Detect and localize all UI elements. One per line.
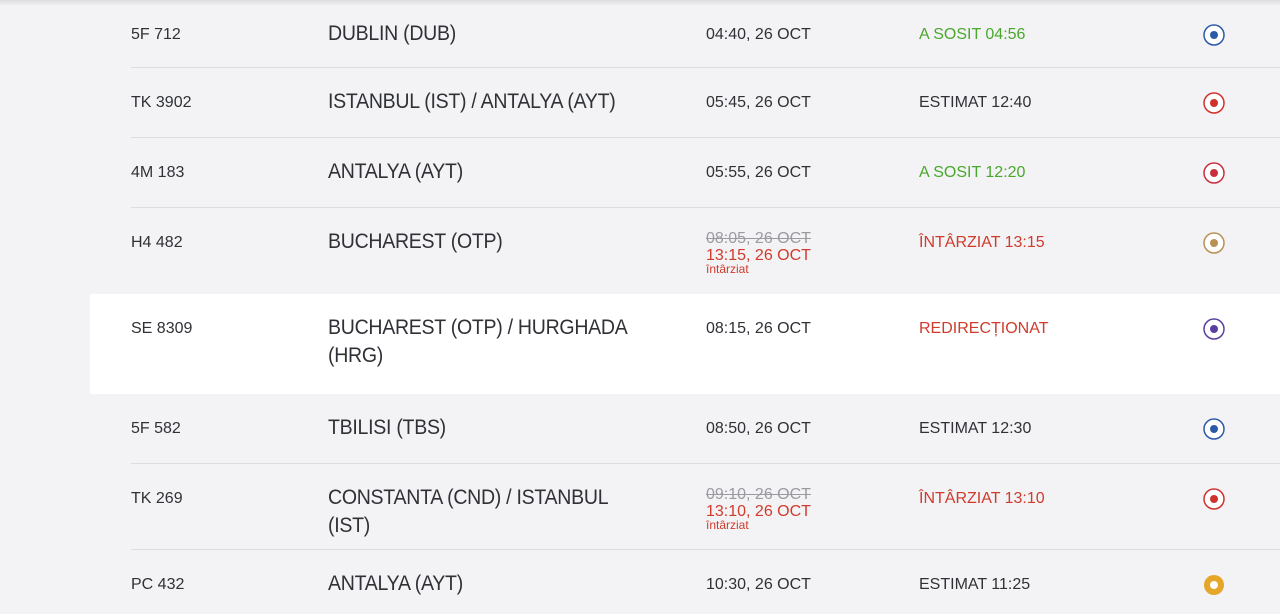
flight-row: SE 8309 BUCHAREST (OTP) / HURGHADA (HRG) 0… <box>90 294 1280 394</box>
airline-logo <box>1202 161 1226 190</box>
delay-note: întârziat <box>706 262 749 276</box>
flight-number: SE 8309 <box>131 320 193 337</box>
flight-number: 4M 183 <box>131 164 185 181</box>
flight-number: PC 432 <box>131 576 185 593</box>
logo-icon <box>1203 418 1225 440</box>
time-cell: 08:50, 26 OCT <box>706 418 811 440</box>
scheduled-time: 08:50, 26 OCT <box>706 420 811 437</box>
flight-row: TK 3902 ISTANBUL (IST) / ANTALYA (AYT) 05:… <box>0 68 1280 138</box>
scheduled-time: 08:05, 26 OCT <box>706 230 811 247</box>
destination: CONSTANTA (CND) / ISTANBUL (IST) <box>328 486 608 537</box>
logo-icon <box>1203 488 1225 510</box>
new-time: 13:10, 26 OCT <box>706 503 811 520</box>
airline-logo <box>1202 23 1226 52</box>
time-cell: 08:15, 26 OCT <box>706 318 811 340</box>
logo-icon <box>1203 92 1225 114</box>
flight-row: 5F 582 TBILISI (TBS) 08:50, 26 OCT ESTIMAT … <box>0 394 1280 464</box>
time-cell: 09:10, 26 OCT 13:10, 26 OCT întârziat <box>706 484 811 532</box>
flight-row: TK 269 CONSTANTA (CND) / ISTANBUL (IST) 09… <box>0 464 1280 550</box>
time-cell: 10:30, 26 OCT <box>706 574 811 596</box>
flight-number: H4 482 <box>131 234 183 251</box>
scheduled-time: 05:45, 26 OCT <box>706 94 811 111</box>
flight-number: 5F 582 <box>131 420 181 437</box>
scheduled-time: 09:10, 26 OCT <box>706 486 811 503</box>
time-cell: 05:55, 26 OCT <box>706 162 811 184</box>
time-cell: 05:45, 26 OCT <box>706 92 811 114</box>
status: ESTIMAT 11:25 <box>919 576 1031 593</box>
flight-number: TK 3902 <box>131 94 192 111</box>
new-time: 13:15, 26 OCT <box>706 247 811 264</box>
top-shadow <box>0 0 1280 6</box>
destination: BUCHAREST (OTP) <box>328 230 503 253</box>
airline-logo <box>1202 91 1226 120</box>
destination: ISTANBUL (IST) / ANTALYA (AYT) <box>328 90 616 113</box>
airline-logo <box>1202 417 1226 446</box>
flight-row: H4 482 BUCHAREST (OTP) 08:05, 26 OCT 13:15,… <box>0 208 1280 294</box>
destination: BUCHAREST (OTP) / HURGHADA (HRG) <box>328 316 627 367</box>
time-cell: 08:05, 26 OCT 13:15, 26 OCT întârziat <box>706 228 811 276</box>
logo-icon <box>1204 575 1224 595</box>
airline-logo <box>1202 317 1226 346</box>
flight-row: 5F 712 DUBLIN (DUB) 04:40, 26 OCT A SOSIT 0… <box>0 0 1280 68</box>
logo-icon <box>1203 24 1225 46</box>
flight-row: 4M 183 ANTALYA (AYT) 05:55, 26 OCT A SOSIT … <box>0 138 1280 208</box>
flight-number: TK 269 <box>131 490 183 507</box>
airline-logo <box>1202 231 1226 260</box>
delay-note: întârziat <box>706 518 749 532</box>
status: REDIRECȚIONAT <box>919 320 1049 337</box>
time-cell: 04:40, 26 OCT <box>706 24 811 46</box>
flight-row: PC 432 ANTALYA (AYT) 10:30, 26 OCT ESTIMAT … <box>0 550 1280 614</box>
status: ÎNTÂRZIAT 13:10 <box>919 490 1045 507</box>
flight-number: 5F 712 <box>131 26 181 43</box>
status: A SOSIT 04:56 <box>919 26 1026 43</box>
scheduled-time: 05:55, 26 OCT <box>706 164 811 181</box>
destination: ANTALYA (AYT) <box>328 572 463 595</box>
destination: TBILISI (TBS) <box>328 416 446 439</box>
scheduled-time: 08:15, 26 OCT <box>706 320 811 337</box>
status: A SOSIT 12:20 <box>919 164 1026 181</box>
airline-logo <box>1202 487 1226 516</box>
scheduled-time: 10:30, 26 OCT <box>706 576 811 593</box>
logo-icon <box>1203 318 1225 340</box>
airline-logo <box>1202 573 1226 602</box>
logo-icon <box>1203 162 1225 184</box>
destination: ANTALYA (AYT) <box>328 160 463 183</box>
status: ESTIMAT 12:30 <box>919 420 1032 437</box>
logo-icon <box>1203 232 1225 254</box>
status: ESTIMAT 12:40 <box>919 94 1032 111</box>
scheduled-time: 04:40, 26 OCT <box>706 26 811 43</box>
destination: DUBLIN (DUB) <box>328 22 456 45</box>
status: ÎNTÂRZIAT 13:15 <box>919 234 1045 251</box>
